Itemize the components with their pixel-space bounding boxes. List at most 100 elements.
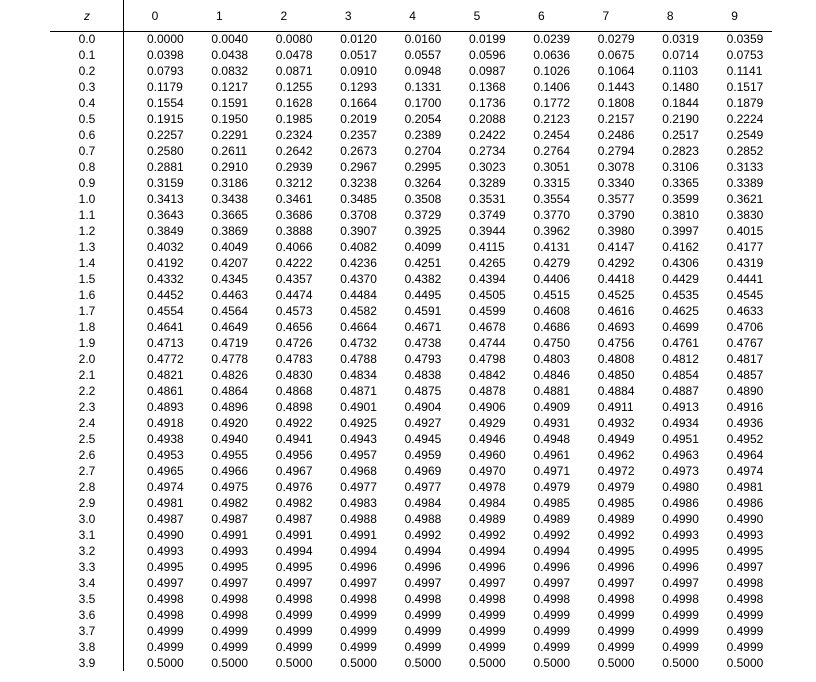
probability-cell: 0.4996 [404,560,442,574]
z-value-cell: 1.7 [78,304,96,318]
probability-cell: 0.2823 [662,144,699,158]
probability-cell: 0.4998 [469,592,506,606]
z-value-cell: 1.9 [78,336,96,350]
probability-cell: 0.4998 [147,592,184,606]
z-value-cell: 2.5 [78,432,96,446]
header-divider [50,31,772,32]
probability-cell: 0.3413 [147,192,184,206]
probability-cell: 0.4162 [662,240,699,254]
probability-cell: 0.1879 [726,96,764,110]
header-column-5: 5 [473,9,481,23]
z-value-cell: 2.3 [78,400,96,414]
table-row: 1.8 0.4641 0.4649 0.4656 0.4664 0.4671 0.4678 0… [50,319,772,335]
probability-cell: 0.4995 [726,544,764,558]
z-value-cell: 0.5 [78,112,96,126]
probability-cell: 0.3925 [404,224,442,238]
probability-cell: 0.4887 [662,384,699,398]
probability-cell: 0.4999 [404,640,442,654]
probability-cell: 0.0871 [275,64,313,78]
probability-cell: 0.4726 [275,336,313,350]
probability-cell: 0.4911 [597,400,634,414]
probability-cell: 0.4999 [211,624,249,638]
probability-cell: 0.4973 [662,464,699,478]
probability-cell: 0.4319 [726,256,764,270]
probability-cell: 0.4664 [340,320,377,334]
table-row: 2.6 0.4953 0.4955 0.4956 0.4957 0.4959 0.4960 0… [50,447,772,463]
probability-cell: 0.4970 [469,464,506,478]
probability-cell: 0.4972 [597,464,635,478]
probability-cell: 0.4999 [662,608,699,622]
z-value-cell: 0.7 [78,144,96,158]
probability-cell: 0.4922 [275,416,313,430]
probability-cell: 0.3962 [533,224,571,238]
probability-cell: 0.4082 [340,240,377,254]
probability-cell: 0.4920 [211,416,249,430]
table-row: 0.3 0.1179 0.1217 0.1255 0.1293 0.1331 0.1368 0… [50,79,772,95]
probability-cell: 0.4998 [211,592,249,606]
probability-cell: 0.4854 [662,368,699,382]
header-column-1: 1 [216,9,223,23]
table-row: 2.8 0.4974 0.4975 0.4976 0.4977 0.4977 0.4978 0… [50,479,772,495]
probability-cell: 0.4918 [147,416,184,430]
probability-cell: 0.4981 [147,496,184,510]
probability-cell: 0.4345 [211,272,249,286]
probability-cell: 0.4599 [469,304,506,318]
probability-cell: 0.4798 [469,352,506,366]
probability-cell: 0.3888 [275,224,313,238]
probability-cell: 0.4783 [275,352,313,366]
probability-cell: 0.4846 [533,368,571,382]
probability-cell: 0.4881 [533,384,571,398]
probability-cell: 0.4964 [726,448,764,462]
probability-cell: 0.4875 [404,384,442,398]
z-value-cell: 2.0 [78,352,96,366]
table-row: 1.9 0.4713 0.4719 0.4726 0.4732 0.4738 0.4744 0… [50,335,772,351]
header-row: z 0 1 2 3 4 5 6 7 8 9 [50,0,772,31]
probability-cell: 0.4878 [469,384,506,398]
table-row: 3.6 0.4998 0.4998 0.4999 0.4999 0.4999 0.4999 0… [50,607,772,623]
probability-cell: 0.4678 [469,320,506,334]
probability-cell: 0.4993 [147,544,184,558]
z-value-cell: 0.2 [78,64,96,78]
probability-cell: 0.5000 [469,656,506,670]
probability-cell: 0.0753 [726,48,764,62]
probability-cell: 0.4693 [597,320,635,334]
header-column-3: 3 [344,9,352,23]
header-column-2: 2 [280,9,288,23]
probability-cell: 0.2673 [340,144,377,158]
table-row: 0.9 0.3159 0.3186 0.3212 0.3238 0.3264 0.3289 0… [50,175,772,191]
probability-cell: 0.3238 [340,176,377,190]
probability-cell: 0.4956 [275,448,313,462]
probability-cell: 0.4868 [275,384,313,398]
probability-cell: 0.3749 [469,208,506,222]
z-value-cell: 0.9 [78,176,96,190]
z-value-cell: 1.8 [78,320,96,334]
probability-cell: 0.4656 [275,320,313,334]
probability-cell: 0.4788 [340,352,377,366]
probability-cell: 0.4999 [404,624,442,638]
probability-cell: 0.4999 [597,608,635,622]
table-row: 0.7 0.2580 0.2611 0.2642 0.2673 0.2704 0.2734 0… [50,143,772,159]
probability-cell: 0.4963 [662,448,699,462]
probability-cell: 0.4951 [662,432,699,446]
probability-cell: 0.4990 [726,512,764,526]
probability-cell: 0.3869 [211,224,249,238]
probability-cell: 0.4916 [726,400,764,414]
probability-cell: 0.5000 [404,656,442,670]
probability-cell: 0.4989 [469,512,506,526]
z-value-cell: 3.4 [78,576,96,590]
probability-cell: 0.3078 [597,160,635,174]
table-row: 2.7 0.4965 0.4966 0.4967 0.4968 0.4969 0.4970 0… [50,463,772,479]
probability-cell: 0.4452 [147,288,184,302]
probability-cell: 0.4989 [597,512,635,526]
z-value-cell: 1.3 [78,240,96,254]
probability-cell: 0.3438 [211,192,249,206]
probability-cell: 0.2881 [147,160,184,174]
probability-cell: 0.4484 [340,288,377,302]
probability-cell: 0.4990 [147,528,184,542]
z-value-cell: 2.4 [78,416,96,430]
z-value-cell: 2.8 [78,480,96,494]
probability-cell: 0.4998 [726,576,764,590]
probability-cell: 0.3830 [726,208,764,222]
probability-cell: 0.4981 [726,480,764,494]
probability-cell: 0.4545 [726,288,764,302]
